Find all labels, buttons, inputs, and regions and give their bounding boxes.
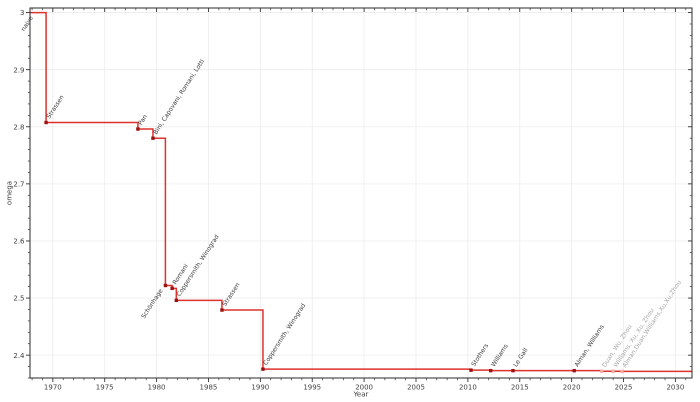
event-marker [170, 286, 174, 291]
event-marker [611, 369, 615, 373]
event-marker [163, 283, 168, 288]
x-tick-label: 1975 [96, 384, 114, 392]
axis-layer: 1970 1975 1980 1985 1990 1995 2000 2005 2010 2015… [13, 7, 693, 392]
event-label: Williams [490, 343, 510, 368]
x-tick-label: 2000 [355, 384, 373, 392]
event-marker [136, 127, 140, 131]
event-label: Le Gall [512, 347, 529, 369]
x-tick-label: 1970 [44, 384, 62, 392]
event-marker [600, 369, 604, 373]
x-tick-label: 1985 [200, 384, 218, 392]
series-layer [30, 11, 692, 374]
event-marker [174, 298, 178, 303]
event-label: Strassen [221, 282, 241, 308]
y-axis-label: omega [6, 181, 14, 205]
x-tick-label: 2010 [459, 384, 477, 392]
event-label: Coppersmith, Winograd [262, 302, 307, 366]
event-label: Schönhage [140, 288, 164, 320]
event-marker [572, 368, 576, 373]
x-tick-label: 2020 [563, 384, 581, 392]
event-marker [220, 308, 224, 312]
event-marker [620, 369, 624, 374]
y-tick-label: 2.8 [13, 123, 24, 131]
y-tick-label: 2.7 [13, 180, 24, 188]
event-label: naive [20, 15, 35, 33]
event-marker [511, 368, 515, 373]
omega-step-line [30, 11, 692, 373]
x-tick-label: 2025 [615, 384, 633, 392]
event-marker [261, 367, 265, 371]
y-tick-label: 2.9 [13, 66, 24, 74]
event-label: Strassen [45, 94, 65, 120]
x-tick-label: 1990 [251, 384, 269, 392]
y-tick-label: 2.6 [13, 238, 25, 246]
event-marker [469, 368, 473, 372]
y-tick-label: 2.5 [13, 295, 24, 303]
x-tick-label: 1995 [303, 384, 321, 392]
grid-layer [30, 8, 692, 378]
x-tick-label: 1980 [148, 384, 166, 392]
event-marker [489, 368, 493, 373]
event-marker [151, 136, 155, 140]
x-tick-label: 2015 [511, 384, 529, 392]
event-label: Pan [137, 113, 149, 126]
y-tick-label: 3 [20, 9, 24, 17]
x-tick-label: 2030 [666, 384, 684, 392]
plot-border [29, 7, 693, 379]
event-label: Alman, Williams [574, 324, 606, 369]
x-tick-label: 2005 [407, 384, 425, 392]
event-marker [44, 120, 48, 125]
x-axis-label: Year [353, 391, 369, 399]
y-tick-label: 2.4 [13, 352, 25, 360]
